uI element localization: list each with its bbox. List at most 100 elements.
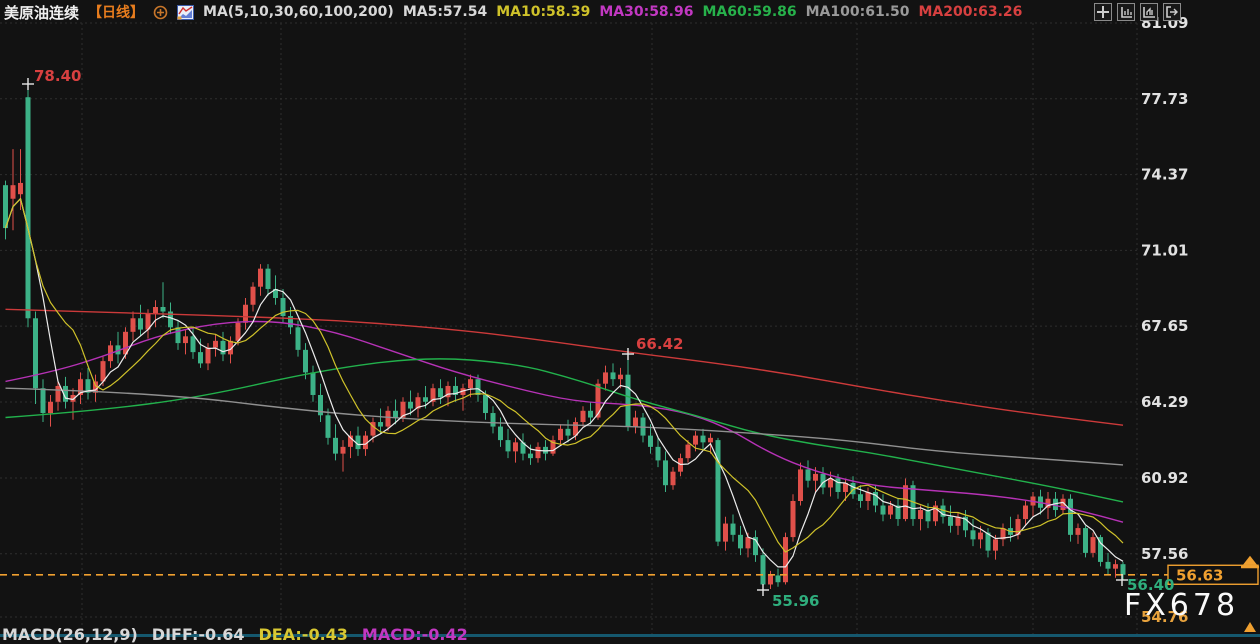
candle-body [918,510,923,520]
pane-exit-button[interactable] [1163,3,1181,21]
candle-body [430,388,436,402]
candle-body [828,478,833,488]
candle-body [303,349,308,373]
candle-body [700,435,706,443]
candle-body [370,422,376,436]
candle-body [243,304,248,323]
candle-body [655,446,661,461]
ma200-value: MA200:63.26 [918,4,1023,20]
candle-body [588,410,593,418]
candle-body [1045,498,1051,508]
candle-body [340,446,346,454]
ma-settings-label[interactable]: MA(5,10,30,60,100,200) [203,4,394,20]
candle-body [1023,505,1028,520]
candle-body [145,313,151,330]
candle-body [400,401,406,418]
indicator-chart-icon[interactable] [177,4,195,20]
candle-body [1015,519,1021,535]
candle-body [603,372,608,384]
svg-text:56.63: 56.63 [1176,566,1223,584]
diff-value: DIFF:-0.64 [151,625,245,644]
candle-body [985,532,991,551]
pane-layout-left-icon [1121,7,1132,18]
candle-body [265,268,271,289]
candle-body [993,539,998,551]
candle-body [55,385,61,402]
candle-body [880,505,886,515]
candle-body [490,413,496,427]
candle-body [408,401,413,409]
candle-body [940,505,946,517]
ma-line-ma60 [5,358,1124,503]
candle-body [955,516,961,526]
ma5-value: MA5:57.54 [402,4,488,20]
pane-layout-right-icon [1143,7,1155,18]
chart-toolbar [1094,3,1181,21]
candle-body [475,379,481,395]
candle-body [498,426,503,441]
circle-plus-icon[interactable] [153,5,168,20]
chart-header: 美原油连续 【日线】 MA(5,10,30,60,100,200) MA5:57… [4,2,1022,22]
price-marker-arrow-icon [1243,555,1257,565]
candle-body [235,322,241,341]
y-axis-label: 60.92 [1141,469,1188,487]
candle-body [663,460,668,486]
ma10-value: MA10:58.39 [496,4,591,20]
candle-body [1098,537,1103,562]
extreme-price-label: 66.42 [636,335,683,353]
candle-body [1090,537,1096,553]
ma-line-ma100 [5,387,1124,466]
candle-body [685,444,691,459]
candle-body [273,288,278,298]
candle-body [393,410,398,418]
pane-layout-right-button[interactable] [1140,3,1158,21]
ma-line-ma10 [4,198,1124,553]
candle-body [565,428,571,436]
candle-body [558,428,563,441]
period-label[interactable]: 【日线】 [88,5,145,21]
candle-body [543,446,548,454]
candle-body [753,537,758,556]
candle-body [18,182,23,195]
candle-body [745,537,751,549]
pane-layout-left-button[interactable] [1117,3,1135,21]
candle-body [925,510,931,522]
candle-body [775,575,781,583]
candles[interactable] [3,83,1126,590]
candle-body [438,388,443,398]
scroll-corner-arrow-icon[interactable] [1244,622,1256,632]
candle-body [873,491,878,506]
y-axis-label: 64.29 [1141,393,1188,411]
candle-body [385,410,391,427]
ma-line-ma30 [5,320,1124,523]
macd-footer: MACD(26,12,9) DIFF:-0.64 DEA:-0.43 MACD:… [2,625,468,644]
candle-body [1068,498,1073,535]
candle-body [970,530,976,540]
candle-body [138,318,143,330]
candle-body [520,442,526,454]
candle-body [535,446,541,459]
symbol-label: 美原油连续 [4,3,80,22]
candle-body [183,336,188,344]
candle-body [633,417,638,427]
candle-body [453,385,458,395]
candle-body [730,523,736,535]
ma-line-ma200 [5,308,1124,426]
ma30-value: MA30:58.96 [599,4,694,20]
candle-body [723,523,728,542]
candle-body [10,185,16,199]
candle-body [1053,498,1058,511]
candle-body [670,471,676,486]
candle-body [610,372,616,380]
candle-body [760,555,766,585]
candle-body [715,440,721,542]
candle-body [460,388,466,395]
candle-body [820,473,826,488]
candle-body [933,505,938,522]
candle-body [130,318,136,332]
last-price-tag: 56.63 [1167,555,1259,585]
crosshair-tool-button[interactable] [1094,3,1112,21]
candle-body [40,388,46,414]
candle-body [513,442,518,452]
